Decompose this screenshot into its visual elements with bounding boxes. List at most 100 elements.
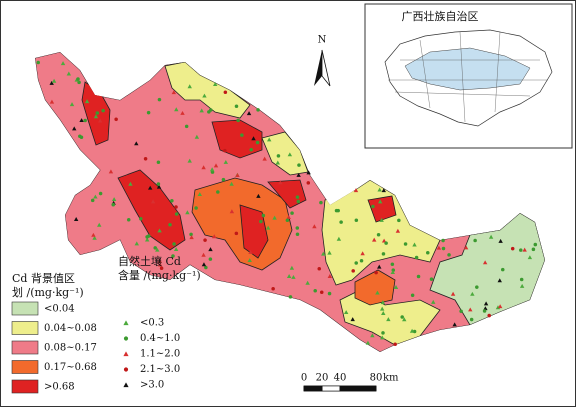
sample-point bbox=[354, 218, 359, 223]
sample-point bbox=[194, 206, 198, 210]
sample-point bbox=[204, 265, 208, 270]
legend-title: Cd 背景值区 bbox=[12, 271, 75, 285]
sample-point bbox=[159, 266, 164, 271]
sample-point bbox=[84, 99, 90, 104]
sample-point bbox=[403, 242, 408, 246]
legend-swatch bbox=[11, 379, 39, 394]
sample-point bbox=[111, 202, 116, 207]
sample-point bbox=[470, 291, 475, 296]
sample-point bbox=[248, 249, 253, 254]
sample-point bbox=[327, 250, 332, 255]
legend-label: <0.3 bbox=[140, 318, 164, 329]
sample-point bbox=[201, 252, 206, 257]
sample-point bbox=[371, 204, 375, 209]
scale-bar-segment bbox=[321, 385, 341, 392]
sample-point bbox=[390, 270, 395, 275]
sample-point bbox=[180, 110, 185, 115]
sample-point bbox=[223, 159, 229, 164]
sample-point bbox=[199, 108, 204, 113]
sample-point bbox=[262, 156, 267, 161]
sample-point bbox=[208, 257, 213, 261]
sample-point bbox=[359, 259, 364, 263]
inset-title: 广西壮族自治区 bbox=[402, 9, 479, 23]
sample-point bbox=[482, 260, 488, 265]
sample-point bbox=[327, 273, 333, 278]
zone-high bbox=[354, 269, 396, 306]
sample-point bbox=[414, 255, 419, 260]
sample-point bbox=[483, 306, 488, 311]
sample-point bbox=[381, 238, 387, 243]
sample-point bbox=[295, 226, 300, 230]
sample-point bbox=[168, 222, 172, 227]
sample-point bbox=[487, 313, 491, 318]
sample-point bbox=[317, 267, 322, 271]
sample-point bbox=[287, 152, 293, 157]
sample-point bbox=[482, 309, 487, 313]
sample-point bbox=[531, 247, 536, 252]
sample-point bbox=[378, 199, 383, 204]
sample-point bbox=[83, 118, 87, 123]
sample-point bbox=[69, 102, 75, 107]
zone-very-low bbox=[429, 212, 545, 326]
legend-label: 1.1~2.0 bbox=[140, 349, 180, 360]
sample-point bbox=[207, 110, 211, 114]
legend-label: >0.68 bbox=[44, 382, 75, 393]
sample-point bbox=[202, 93, 207, 98]
sample-point bbox=[145, 235, 149, 239]
sample-point bbox=[483, 301, 489, 306]
sample-point bbox=[156, 184, 162, 189]
inset-highlight bbox=[404, 47, 531, 91]
sample-point bbox=[431, 299, 436, 304]
sample-point bbox=[278, 180, 283, 185]
sample-point bbox=[91, 232, 96, 237]
sample-point bbox=[256, 108, 260, 112]
sample-point bbox=[174, 212, 179, 216]
sample-point bbox=[49, 80, 54, 85]
sample-point bbox=[148, 185, 153, 190]
sample-point bbox=[409, 328, 415, 333]
sample-point bbox=[463, 245, 469, 250]
sample-point bbox=[229, 209, 235, 214]
scale-bar-segment bbox=[339, 385, 377, 392]
legend-swatch bbox=[11, 321, 39, 335]
sample-point bbox=[93, 194, 98, 199]
sample-point bbox=[297, 163, 301, 167]
sample-point bbox=[203, 238, 207, 242]
sample-point bbox=[441, 238, 445, 243]
sample-point bbox=[377, 187, 382, 192]
sample-point bbox=[379, 306, 385, 311]
sample-point bbox=[519, 248, 523, 252]
sample-point bbox=[213, 81, 218, 86]
sample-point bbox=[66, 71, 72, 76]
sample-point bbox=[290, 211, 294, 215]
sample-point bbox=[296, 199, 301, 204]
sample-point bbox=[267, 137, 272, 142]
sample-point bbox=[184, 124, 189, 129]
sample-point bbox=[209, 167, 215, 172]
sample-point bbox=[426, 250, 430, 255]
sample-point bbox=[156, 182, 161, 186]
legend-label: 0.04~0.08 bbox=[44, 323, 97, 334]
sample-point bbox=[173, 247, 179, 252]
sample-point bbox=[533, 242, 538, 247]
sample-point bbox=[170, 199, 174, 203]
sample-point bbox=[519, 277, 524, 282]
sample-point bbox=[291, 274, 296, 279]
scale-label: 80 bbox=[370, 373, 383, 384]
sample-point bbox=[153, 246, 157, 250]
sample-point bbox=[197, 192, 202, 197]
sample-point bbox=[295, 232, 300, 236]
scale-bar: 0 20 40 80 km bbox=[301, 373, 399, 392]
sample-point bbox=[286, 215, 291, 219]
sample-point bbox=[468, 307, 473, 312]
sample-point bbox=[436, 245, 442, 250]
sample-point bbox=[276, 154, 281, 158]
sample-point bbox=[379, 217, 384, 222]
sample-point bbox=[286, 274, 292, 279]
sample-point bbox=[441, 246, 446, 251]
sample-point bbox=[212, 234, 217, 239]
legend-label: 2.1~3.0 bbox=[140, 364, 180, 375]
sample-point bbox=[210, 170, 215, 174]
